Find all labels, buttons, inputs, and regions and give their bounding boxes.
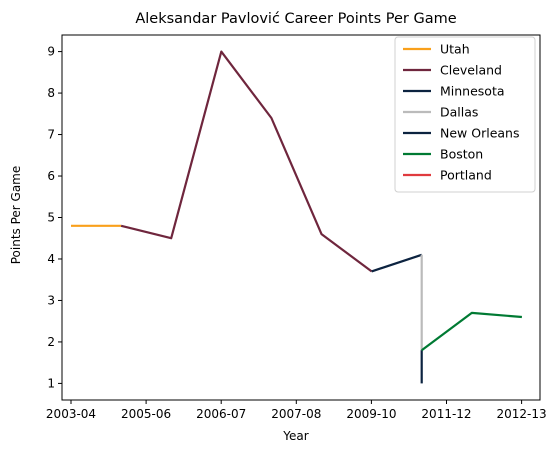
x-axis-title: Year <box>282 429 308 443</box>
chart-title: Aleksandar Pavlović Career Points Per Ga… <box>135 11 456 27</box>
series-line-boston <box>421 311 522 352</box>
y-tick-label: 9 <box>47 45 55 59</box>
x-tick-label: 2005-06 <box>121 407 171 421</box>
legend-label: Portland <box>440 168 492 183</box>
legend-label: New Orleans <box>440 126 519 141</box>
y-tick-label: 1 <box>47 376 55 390</box>
series-line-cleveland <box>120 50 373 273</box>
y-tick-label: 5 <box>47 211 55 225</box>
y-tick-label: 2 <box>47 335 55 349</box>
y-tick-label: 3 <box>47 293 55 307</box>
y-axis-title: Points Per Game <box>9 166 23 265</box>
legend-label: Boston <box>440 147 483 162</box>
legend-label: Minnesota <box>440 84 505 99</box>
x-axis: 2003-04 2005-06 2006-07 2007-08 2009-10 2011-… <box>46 400 547 421</box>
y-tick-label: 8 <box>47 86 55 100</box>
legend-label: Cleveland <box>440 63 502 78</box>
y-tick-label: 7 <box>47 128 55 142</box>
y-tick-label: 4 <box>47 252 55 266</box>
x-tick-label: 2012-13 <box>497 407 547 421</box>
series-line-minnesota <box>371 253 423 273</box>
y-tick-label: 6 <box>47 169 55 183</box>
x-tick-label: 2011-12 <box>421 407 471 421</box>
y-axis: 1 2 3 4 5 6 7 8 9 <box>47 45 62 390</box>
x-tick-label: 2006-07 <box>196 407 246 421</box>
x-tick-label: 2009-10 <box>346 407 396 421</box>
legend-label: Dallas <box>440 105 478 120</box>
x-tick-label: 2003-04 <box>46 407 96 421</box>
legend: Utah Cleveland Minnesota Dallas New Orleans B… <box>394 36 536 193</box>
x-tick-label: 2007-08 <box>271 407 321 421</box>
legend-label: Utah <box>440 42 470 57</box>
